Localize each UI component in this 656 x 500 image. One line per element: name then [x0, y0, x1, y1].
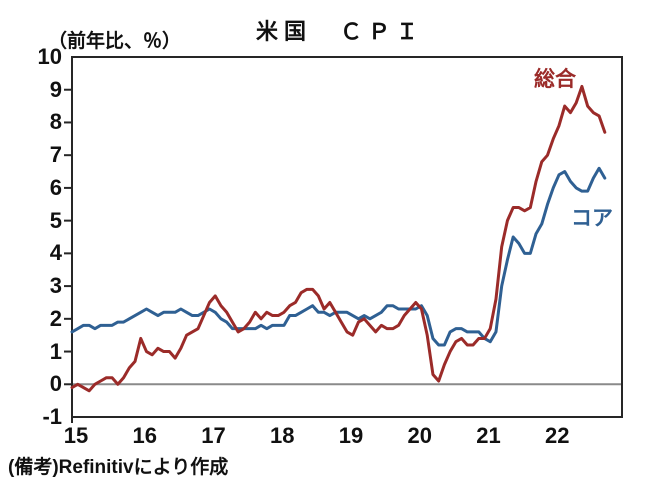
- x-tick-label: 21: [476, 423, 501, 448]
- legend-label-headline: 総合: [534, 68, 576, 91]
- y-tick-label: 9: [49, 76, 62, 102]
- x-tick-label: 16: [132, 423, 157, 448]
- y-tick-label: 8: [49, 109, 62, 135]
- x-tick-label: 18: [270, 423, 295, 448]
- y-tick-label: -1: [42, 404, 62, 429]
- y-tick-label: 10: [37, 44, 62, 69]
- y-axis-unit-label: （前年比、％）: [48, 31, 182, 52]
- y-tick-label: 7: [49, 142, 62, 168]
- x-tick-label: 17: [201, 423, 226, 448]
- chart-title: 米国 ＣＰＩ: [255, 19, 425, 44]
- y-tick-label: 3: [49, 273, 62, 299]
- series-line-core: [70, 166, 607, 347]
- x-tick-label: 20: [407, 423, 432, 448]
- y-tick-label: 0: [49, 371, 62, 397]
- x-tick-label: 15: [63, 423, 89, 448]
- y-tick-label: 4: [49, 240, 62, 266]
- y-tick-label: 6: [49, 174, 62, 200]
- y-tick-label: 1: [49, 338, 62, 364]
- plot-border: [71, 56, 623, 418]
- series-line-headline: [70, 84, 607, 393]
- source-note: (備考)Refinitivにより作成: [8, 457, 229, 478]
- y-tick-label: 5: [49, 207, 62, 233]
- y-tick-label: 2: [49, 305, 62, 331]
- x-tick-label: 19: [338, 423, 364, 448]
- legend-label-core: コア: [571, 207, 613, 230]
- x-tick-label: 22: [545, 423, 570, 448]
